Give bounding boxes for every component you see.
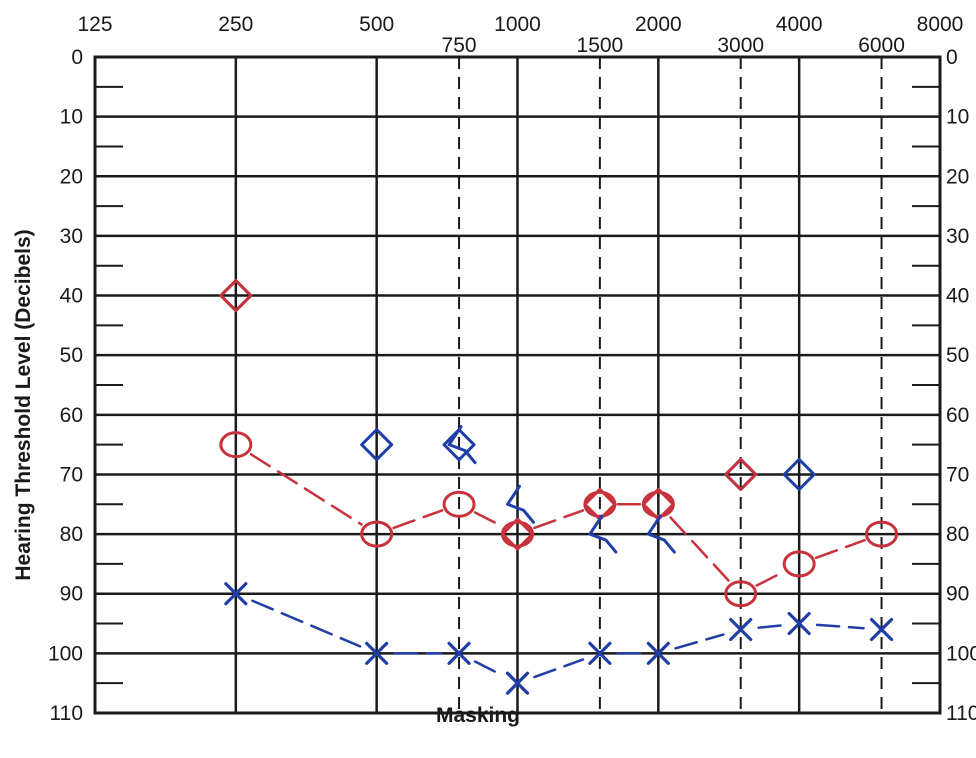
y-tick-label-left-70: 70 (60, 463, 83, 486)
series-1-cross-marker (729, 617, 753, 642)
series-lines (249, 453, 866, 679)
y-tick-label-left-0: 0 (71, 46, 83, 69)
y-tick-label-left-90: 90 (60, 583, 83, 606)
series-0-circle-marker (865, 520, 899, 548)
y-tick-labels: 0 0 10 10 20 20 30 30 40 40 50 50 60 60 70 70 80 80 90 90 10… (48, 46, 976, 725)
series-1-segment (815, 623, 865, 630)
y-tick-label-right-90: 90 (946, 583, 969, 606)
x-tick-label-2000: 2000 (635, 13, 682, 36)
y-tick-label-right-40: 40 (946, 285, 969, 308)
series-0-segment (249, 453, 363, 526)
data-markers (219, 279, 899, 695)
y-tick-label-right-30: 30 (946, 225, 969, 248)
series-1-cross-marker (646, 641, 670, 665)
x-axis-label: Masking (436, 704, 520, 727)
y-tick-label-right-70: 70 (946, 463, 969, 486)
y-tick-label-right-60: 60 (946, 404, 969, 427)
y-tick-label-left-10: 10 (60, 106, 83, 129)
series-2-diamond-marker (360, 428, 394, 462)
series-0-segment (755, 570, 785, 587)
series-0-segment (533, 509, 585, 530)
x-tick-label-4000: 4000 (776, 13, 823, 36)
series-1-segment (473, 660, 503, 677)
x-tick-label-3000: 3000 (717, 34, 764, 57)
series-4-bracket-marker (646, 514, 676, 554)
x-tick-label-500: 500 (359, 13, 394, 36)
series-1-cross-marker (869, 617, 894, 642)
y-tick-label-right-80: 80 (946, 523, 969, 546)
series-4-bracket-marker (447, 425, 477, 465)
y-tick-label-right-0: 0 (946, 46, 958, 69)
series-4-bracket-marker (506, 484, 535, 524)
series-1-segment (251, 599, 362, 648)
y-tick-label-left-20: 20 (60, 165, 83, 188)
series-1-segment (533, 658, 585, 679)
y-tick-label-left-80: 80 (60, 523, 83, 546)
x-tick-label-1500: 1500 (577, 34, 624, 57)
y-tick-label-left-40: 40 (60, 285, 83, 308)
y-tick-label-left-100: 100 (48, 642, 83, 665)
series-3-diamond-marker (219, 279, 253, 313)
y-tick-label-left-60: 60 (60, 404, 83, 427)
series-1-cross-marker (787, 611, 811, 636)
y-tick-label-right-100: 100 (946, 642, 976, 665)
series-1-cross-marker (365, 641, 389, 665)
y-tick-label-right-110: 110 (946, 702, 976, 725)
series-4-bracket-marker (588, 514, 618, 554)
x-tick-label-1000: 1000 (494, 13, 541, 36)
series-0-segment (392, 509, 444, 530)
y-axis-label: Hearing Threshold Level (Decibels) (12, 229, 35, 580)
y-tick-label-right-50: 50 (946, 344, 969, 367)
series-0-segment (473, 511, 503, 528)
series-1-segment (674, 633, 725, 650)
series-1-cross-marker (447, 641, 471, 665)
series-0-circle-marker (219, 431, 253, 459)
y-tick-label-right-10: 10 (946, 106, 969, 129)
series-0-circle-marker (360, 520, 394, 548)
series-1-cross-marker (588, 641, 612, 665)
series-2-diamond-marker (782, 457, 816, 491)
x-tick-label-750: 750 (442, 34, 477, 57)
x-tick-label-6000: 6000 (858, 34, 905, 57)
y-tick-label-left-50: 50 (60, 344, 83, 367)
series-3-diamond-marker (724, 457, 758, 491)
x-tick-label-8000: 8000 (917, 13, 964, 36)
series-3-diamond-marker (501, 517, 534, 551)
series-0-circle-marker (782, 550, 816, 578)
x-tick-label-125: 125 (77, 13, 112, 36)
series-1-cross-marker (224, 582, 248, 606)
y-tick-label-right-20: 20 (946, 165, 969, 188)
series-0-segment (669, 516, 730, 582)
series-1-cross-marker (505, 671, 530, 695)
chart-grid (93, 55, 942, 715)
y-tick-label-left-30: 30 (60, 225, 83, 248)
series-2-diamond-marker (442, 428, 476, 462)
series-0-segment (814, 538, 866, 560)
y-tick-label-left-110: 110 (50, 702, 83, 725)
series-0-circle-marker (442, 490, 476, 518)
x-tick-label-250: 250 (218, 13, 253, 36)
x-tick-labels: 125 250 500 1000 2000 4000 8000 750 1500 3000 6000 (77, 13, 963, 57)
series-1-segment (757, 624, 783, 629)
series-0-circle-marker (724, 580, 758, 608)
